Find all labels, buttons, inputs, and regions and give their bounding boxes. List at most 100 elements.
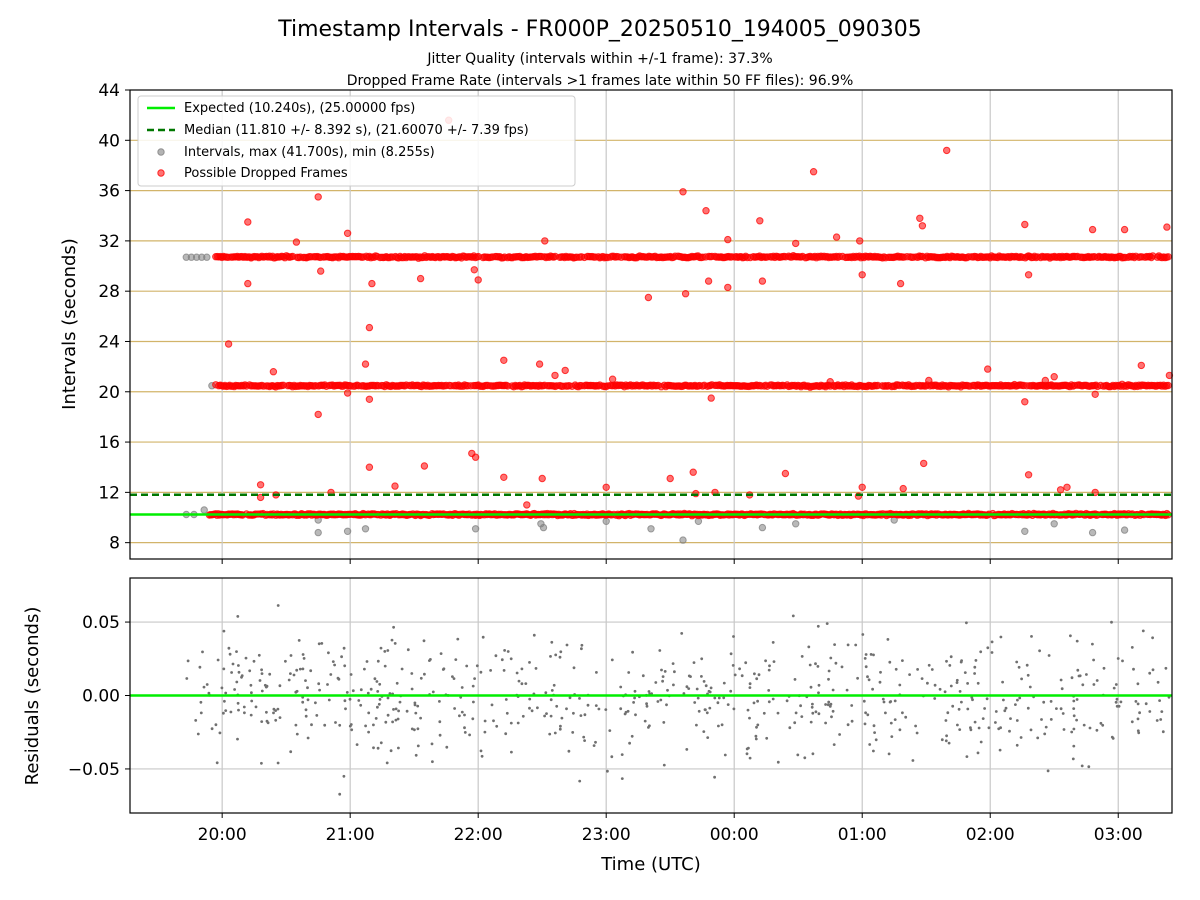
residual-point xyxy=(495,724,499,728)
residual-point xyxy=(375,680,379,683)
residual-point xyxy=(1115,704,1119,708)
residual-point xyxy=(304,679,307,682)
residual-point xyxy=(1136,717,1140,721)
dropped-frame-point xyxy=(1088,225,1097,234)
residual-point xyxy=(772,660,776,663)
residual-point xyxy=(723,753,727,757)
residual-point xyxy=(755,725,758,729)
residual-point xyxy=(981,717,985,720)
chart-subtitle-jitter: Jitter Quality (intervals within +/-1 fr… xyxy=(426,51,772,67)
residual-point xyxy=(553,731,557,735)
dropped-frame-point xyxy=(470,266,478,274)
residual-point xyxy=(830,715,833,719)
residual-point xyxy=(662,721,666,724)
residual-point xyxy=(227,646,231,650)
residual-point xyxy=(825,622,829,625)
residual-point xyxy=(890,735,894,738)
residual-point xyxy=(811,702,814,706)
residual-point xyxy=(1121,659,1124,663)
residual-point xyxy=(720,723,724,727)
residual-point xyxy=(274,718,278,722)
residual-point xyxy=(1049,718,1053,721)
residual-point xyxy=(384,720,388,724)
dropped-frame-point xyxy=(1164,253,1172,261)
residual-point xyxy=(318,688,321,692)
residual-point xyxy=(800,715,804,718)
residual-point xyxy=(671,662,675,665)
residual-point xyxy=(663,670,667,673)
residual-point xyxy=(827,669,831,673)
residual-point xyxy=(439,652,443,655)
residual-point xyxy=(717,724,720,728)
residual-point xyxy=(1092,683,1096,686)
residual-point xyxy=(641,674,645,678)
residual-point xyxy=(1148,671,1152,675)
residual-point xyxy=(528,661,531,664)
residual-point xyxy=(882,700,886,704)
residual-point xyxy=(1134,700,1138,703)
residual-point xyxy=(1019,736,1023,739)
dropped-frame-point xyxy=(314,193,322,201)
residual-point xyxy=(869,653,873,656)
dropped-frame-point xyxy=(365,395,374,403)
residual-point xyxy=(990,640,994,644)
residual-point xyxy=(578,779,582,783)
x-axis-label: Time (UTC) xyxy=(600,854,701,875)
dropped-frame-point xyxy=(256,481,265,489)
residual-point xyxy=(948,664,952,667)
dropped-frame-point xyxy=(365,463,374,471)
residual-point xyxy=(349,723,353,726)
residual-point xyxy=(405,709,409,713)
residual-point xyxy=(1070,730,1074,734)
residual-point xyxy=(1026,673,1030,677)
residual-point xyxy=(1077,674,1081,678)
residual-point xyxy=(979,740,983,744)
residual-point xyxy=(460,710,464,714)
residual-point xyxy=(292,673,296,677)
residual-point xyxy=(383,650,387,653)
dropped-frame-point xyxy=(1056,486,1065,494)
residual-point xyxy=(317,642,321,646)
residual-point xyxy=(559,724,562,728)
residual-point xyxy=(1075,639,1079,643)
residual-point xyxy=(1072,707,1076,710)
residual-point xyxy=(550,689,554,692)
residual-point xyxy=(430,742,434,746)
intervals-y-tick-label: 24 xyxy=(98,332,120,352)
residual-point xyxy=(606,769,609,773)
residual-point xyxy=(338,723,342,727)
residual-point xyxy=(431,760,434,764)
residual-point xyxy=(306,698,310,702)
residual-point xyxy=(479,670,483,674)
residual-point xyxy=(1082,723,1086,727)
residual-point xyxy=(376,705,379,709)
residual-point xyxy=(372,746,375,750)
dropped-frame-point xyxy=(724,283,732,292)
residual-point xyxy=(958,728,962,731)
residual-point xyxy=(1151,668,1155,672)
residual-point xyxy=(794,711,798,715)
legend: Expected (10.240s), (25.00000 fps) Media… xyxy=(137,95,576,187)
residual-point xyxy=(955,681,959,684)
dropped-frame-point xyxy=(608,375,617,383)
dropped-frame-point xyxy=(826,378,834,386)
dropped-frame-point xyxy=(756,217,764,225)
dropped-frame-point xyxy=(317,267,325,275)
residual-point xyxy=(1015,660,1019,664)
residual-point xyxy=(840,665,844,669)
residual-point xyxy=(708,706,712,710)
residual-point xyxy=(951,704,955,708)
residual-point xyxy=(957,707,961,711)
residual-point xyxy=(543,714,546,718)
residual-point xyxy=(289,750,293,754)
residual-point xyxy=(502,669,506,672)
residual-point xyxy=(583,713,587,717)
residual-point xyxy=(345,691,349,694)
residual-point xyxy=(867,678,871,682)
residual-point xyxy=(1075,698,1079,701)
residual-point xyxy=(586,703,590,707)
residual-point xyxy=(492,719,495,723)
residual-point xyxy=(656,700,660,703)
residual-point xyxy=(524,682,528,685)
residual-point xyxy=(550,640,554,644)
